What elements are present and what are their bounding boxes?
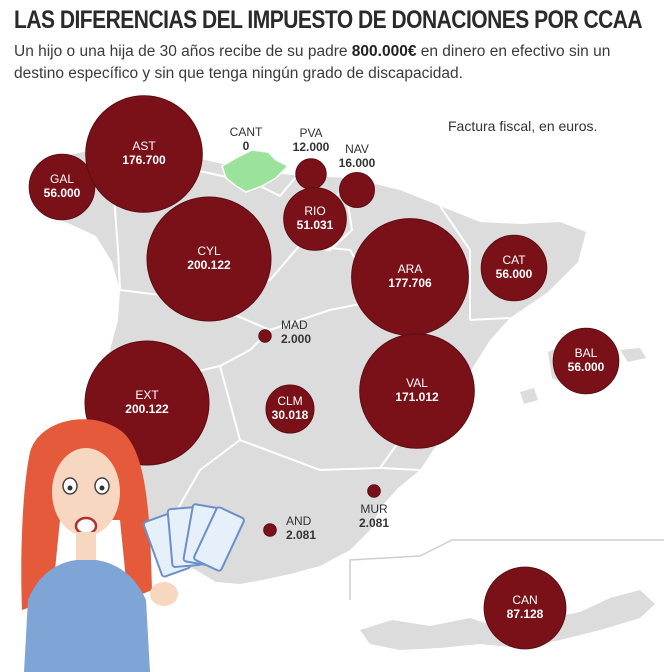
girl-neck bbox=[76, 532, 96, 562]
region-label-can: CAN bbox=[512, 593, 537, 607]
bubble-bal bbox=[552, 327, 620, 395]
value-label-mad: 2.000 bbox=[281, 332, 311, 346]
value-label-ast: 176.700 bbox=[122, 153, 166, 167]
value-label-rio: 51.031 bbox=[297, 218, 334, 232]
subtitle-text-1: Un hijo o una hija de 30 años recibe de … bbox=[14, 43, 352, 60]
canarias-inset-frame bbox=[349, 539, 664, 600]
value-label-and: 2.081 bbox=[286, 528, 316, 542]
girl-illustration bbox=[21, 419, 178, 672]
subtitle-amount: 800.000€ bbox=[351, 43, 417, 60]
banknotes-icon bbox=[142, 503, 245, 578]
value-label-ext: 200.122 bbox=[125, 402, 169, 416]
region-label-cat: CAT bbox=[502, 253, 526, 267]
bubble-mur bbox=[367, 484, 381, 498]
bubble-cyl bbox=[146, 196, 272, 322]
value-label-pva: 12.000 bbox=[293, 140, 330, 154]
region-label-ext: EXT bbox=[135, 388, 159, 402]
value-label-cyl: 200.122 bbox=[187, 258, 231, 272]
region-label-cant: CANT bbox=[230, 125, 263, 139]
girl-hand bbox=[150, 582, 178, 606]
bubble-gal bbox=[28, 153, 96, 221]
page-title: LAS DIFERENCIAS DEL IMPUESTO DE DONACION… bbox=[14, 6, 643, 34]
bubble-can bbox=[483, 566, 567, 650]
bubble-cat bbox=[480, 234, 548, 302]
region-label-pva: PVA bbox=[299, 126, 322, 140]
region-label-ast: AST bbox=[132, 139, 156, 153]
region-label-clm: CLM bbox=[277, 394, 302, 408]
value-label-ara: 177.706 bbox=[388, 276, 432, 290]
girl-face bbox=[52, 448, 120, 536]
region-label-mad: MAD bbox=[281, 318, 308, 332]
girl-shirt bbox=[24, 560, 150, 672]
bubble-pva bbox=[295, 158, 327, 190]
bubble-clm bbox=[265, 384, 315, 434]
value-label-cat: 56.000 bbox=[496, 267, 533, 281]
region-label-gal: GAL bbox=[50, 172, 74, 186]
value-label-clm: 30.018 bbox=[272, 408, 309, 422]
region-label-mur: MUR bbox=[360, 502, 388, 516]
value-label-val: 171.012 bbox=[395, 390, 439, 404]
region-label-rio: RIO bbox=[304, 204, 325, 218]
page-subtitle: Un hijo o una hija de 30 años recibe de … bbox=[14, 41, 654, 85]
menorca-shape bbox=[620, 348, 646, 362]
value-label-bal: 56.000 bbox=[568, 360, 605, 374]
value-label-mur: 2.081 bbox=[359, 516, 389, 530]
canarias-islands-shape bbox=[360, 590, 655, 650]
bubble-nav bbox=[339, 172, 375, 208]
region-label-cyl: CYL bbox=[197, 244, 221, 258]
subtitle-text-2: en dinero en efectivo sin un destino esp… bbox=[14, 43, 611, 82]
region-label-bal: BAL bbox=[575, 346, 598, 360]
value-label-cant: 0 bbox=[243, 139, 250, 153]
value-label-gal: 56.000 bbox=[44, 186, 81, 200]
value-label-nav: 16.000 bbox=[339, 156, 376, 170]
region-label-val: VAL bbox=[406, 376, 428, 390]
region-label-and: AND bbox=[286, 514, 312, 528]
chart-note: Factura fiscal, en euros. bbox=[448, 118, 598, 134]
region-label-nav: NAV bbox=[345, 142, 369, 156]
value-label-can: 87.128 bbox=[507, 607, 544, 621]
bubble-mad bbox=[258, 329, 272, 343]
bubble-rio bbox=[283, 187, 347, 251]
ibiza-shape bbox=[520, 388, 538, 404]
bubble-and bbox=[263, 523, 277, 537]
girl-mouth bbox=[74, 516, 98, 536]
bubble-ast bbox=[85, 95, 203, 213]
cant-region-shape bbox=[221, 149, 290, 193]
bubble-val bbox=[359, 333, 475, 449]
region-label-ara: ARA bbox=[398, 262, 423, 276]
